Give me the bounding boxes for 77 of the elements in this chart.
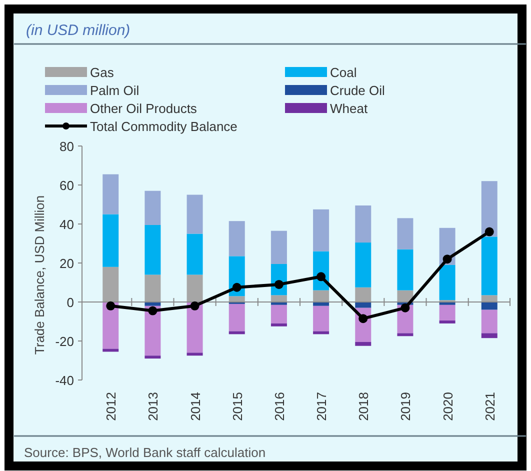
bar: [270, 323, 287, 326]
x-tick-label: 2012: [104, 392, 119, 421]
bar: [186, 194, 203, 234]
bar: [481, 181, 498, 237]
point: [484, 227, 494, 236]
y-axis-title: Trade Balance, USD Million: [32, 195, 47, 355]
bar: [270, 230, 287, 264]
bar: [102, 266, 119, 302]
bar: [313, 306, 330, 332]
bar: [144, 224, 161, 275]
bar: [144, 302, 161, 306]
bar: [144, 190, 161, 225]
y-tick-label: 40: [60, 217, 74, 232]
x-tick-label: 2017: [314, 392, 330, 421]
bar: [481, 236, 498, 296]
x-tick-label: 2014: [188, 392, 203, 421]
bar: [397, 249, 414, 290]
x-tick-label: 2013: [146, 392, 161, 421]
y-tick-label: -40: [55, 373, 74, 388]
y-tick-label: 60: [60, 178, 74, 193]
bar: [355, 342, 372, 346]
point: [190, 301, 200, 310]
bar: [313, 290, 330, 302]
y-tick-label: 20: [60, 256, 74, 271]
bar: [186, 274, 203, 302]
x-tick-label: 2021: [482, 392, 498, 421]
x-tick-label: 2016: [272, 392, 287, 421]
bar: [355, 205, 372, 243]
bar: [186, 352, 203, 356]
x-tick-label: 2018: [356, 392, 372, 421]
legend-label: Palm Oil: [90, 83, 140, 98]
bar: [481, 333, 498, 338]
point: [358, 314, 368, 324]
bar: [102, 174, 119, 214]
point: [442, 254, 452, 264]
legend-label: Gas: [90, 65, 114, 80]
bar: [439, 320, 456, 324]
x-tick-label: 2015: [230, 392, 245, 421]
bar: [355, 302, 372, 308]
bar: [355, 287, 372, 302]
point: [316, 272, 326, 282]
bar: [186, 234, 203, 275]
y-tick-label: -20: [55, 334, 74, 349]
legend-label: Total Commodity Balance: [90, 119, 238, 134]
point: [106, 301, 116, 310]
bar: [313, 209, 330, 252]
bar: [397, 333, 414, 336]
bar: [270, 295, 287, 302]
legend-label: Other Oil Products: [90, 101, 198, 116]
bar: [228, 221, 245, 256]
point: [400, 303, 410, 312]
source-note: Source: BPS, World Bank staff calculation: [24, 445, 266, 460]
bar: [270, 304, 287, 324]
bar: [102, 302, 119, 349]
bar: [144, 356, 161, 359]
bar: [397, 218, 414, 250]
bar: [228, 304, 245, 332]
x-tick-label: 2020: [440, 392, 456, 421]
y-tick-label: 0: [66, 295, 74, 310]
point: [232, 282, 242, 292]
legend-label: Coal: [330, 65, 357, 80]
bar: [481, 295, 498, 302]
bar: [102, 214, 119, 267]
bar: [439, 264, 456, 300]
bar: [228, 296, 245, 302]
x-tick-label: 2019: [398, 392, 414, 421]
bar: [439, 304, 456, 321]
bar: [144, 274, 161, 302]
point: [148, 306, 158, 316]
legend-label: Wheat: [330, 101, 368, 116]
chart-title: (in USD million): [26, 22, 130, 39]
legend-label: Crude Oil: [330, 83, 386, 98]
y-tick-label: 80: [60, 139, 74, 154]
bar: [481, 310, 498, 334]
bar: [355, 242, 372, 288]
bar: [313, 302, 330, 306]
bar: [481, 302, 498, 310]
